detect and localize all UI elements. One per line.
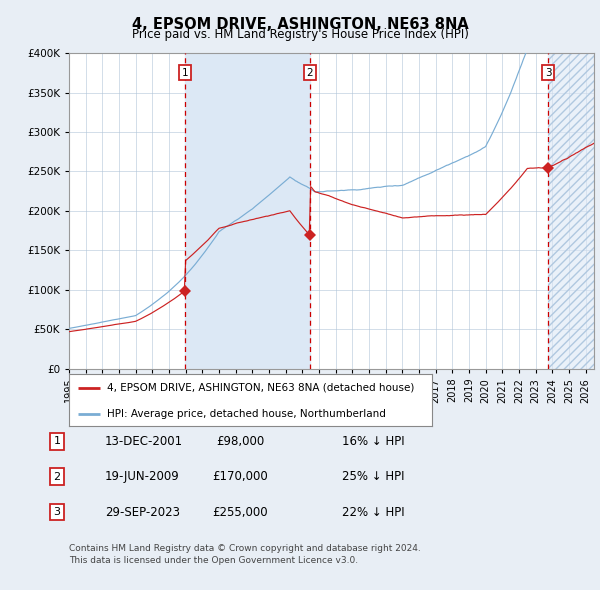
Text: 25% ↓ HPI: 25% ↓ HPI (342, 470, 404, 483)
Text: 22% ↓ HPI: 22% ↓ HPI (342, 506, 404, 519)
Text: Contains HM Land Registry data © Crown copyright and database right 2024.: Contains HM Land Registry data © Crown c… (69, 544, 421, 553)
Text: 29-SEP-2023: 29-SEP-2023 (105, 506, 180, 519)
Bar (548, 53, 594, 369)
Text: 3: 3 (53, 507, 61, 517)
Text: 4, EPSOM DRIVE, ASHINGTON, NE63 8NA (detached house): 4, EPSOM DRIVE, ASHINGTON, NE63 8NA (det… (107, 382, 415, 392)
Text: Price paid vs. HM Land Registry's House Price Index (HPI): Price paid vs. HM Land Registry's House … (131, 28, 469, 41)
Text: 19-JUN-2009: 19-JUN-2009 (105, 470, 180, 483)
Text: £170,000: £170,000 (212, 470, 268, 483)
Text: 2: 2 (307, 68, 313, 78)
Text: 1: 1 (182, 68, 188, 78)
Text: 1: 1 (53, 437, 61, 446)
Text: 13-DEC-2001: 13-DEC-2001 (105, 435, 183, 448)
Text: 4, EPSOM DRIVE, ASHINGTON, NE63 8NA: 4, EPSOM DRIVE, ASHINGTON, NE63 8NA (131, 17, 469, 31)
Bar (185, 53, 310, 369)
Text: £98,000: £98,000 (216, 435, 264, 448)
Text: HPI: Average price, detached house, Northumberland: HPI: Average price, detached house, Nort… (107, 408, 386, 418)
Text: 3: 3 (545, 68, 551, 78)
Text: 16% ↓ HPI: 16% ↓ HPI (342, 435, 404, 448)
Text: This data is licensed under the Open Government Licence v3.0.: This data is licensed under the Open Gov… (69, 556, 358, 565)
Text: 2: 2 (53, 472, 61, 481)
Bar (548, 53, 594, 369)
Text: £255,000: £255,000 (212, 506, 268, 519)
